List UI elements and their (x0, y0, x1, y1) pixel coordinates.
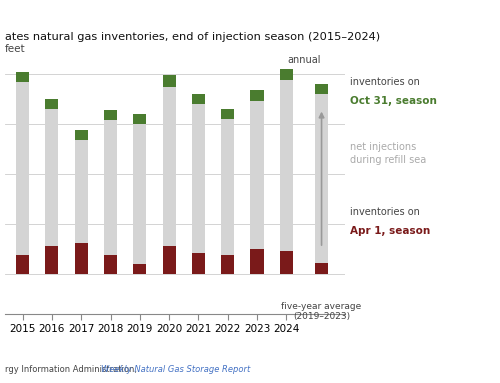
Text: inventories on: inventories on (350, 207, 420, 217)
Bar (280, 252, 293, 274)
Bar (280, 80, 293, 252)
Bar (162, 87, 175, 246)
Bar (46, 99, 59, 109)
Bar (221, 255, 234, 274)
Text: net injections
during refill sea: net injections during refill sea (350, 142, 426, 165)
Text: Oct 31, season: Oct 31, season (350, 96, 437, 106)
Text: feet: feet (5, 44, 25, 54)
Text: Apr 1, season: Apr 1, season (350, 226, 430, 236)
Bar (104, 120, 117, 255)
Bar (74, 243, 88, 274)
Text: Weekly Natural Gas Storage Report: Weekly Natural Gas Storage Report (101, 365, 250, 373)
Bar (315, 94, 328, 263)
Text: inventories on: inventories on (350, 77, 420, 87)
Text: annual: annual (287, 55, 320, 65)
Bar (133, 114, 146, 124)
Bar (16, 72, 29, 82)
Bar (250, 90, 264, 101)
Bar (133, 124, 146, 264)
Text: rgy Information Administration,: rgy Information Administration, (5, 365, 140, 373)
Bar (46, 109, 59, 246)
Text: five-year average
(2019–2023): five-year average (2019–2023) (282, 301, 362, 321)
Bar (315, 83, 328, 94)
Bar (221, 109, 234, 119)
Bar (74, 130, 88, 140)
Bar (315, 263, 328, 274)
Bar (162, 75, 175, 87)
Bar (280, 69, 293, 80)
Bar (192, 253, 205, 274)
Bar (16, 82, 29, 255)
Bar (162, 246, 175, 274)
Bar (133, 264, 146, 274)
Bar (250, 249, 264, 274)
Bar (104, 110, 117, 120)
Bar (16, 255, 29, 274)
Bar (192, 104, 205, 253)
Bar (221, 119, 234, 255)
Bar (104, 255, 117, 274)
Bar (74, 140, 88, 243)
Bar (250, 101, 264, 249)
Text: ates natural gas inventories, end of injection season (2015–2024): ates natural gas inventories, end of inj… (5, 32, 380, 42)
Bar (46, 246, 59, 274)
Bar (192, 94, 205, 104)
